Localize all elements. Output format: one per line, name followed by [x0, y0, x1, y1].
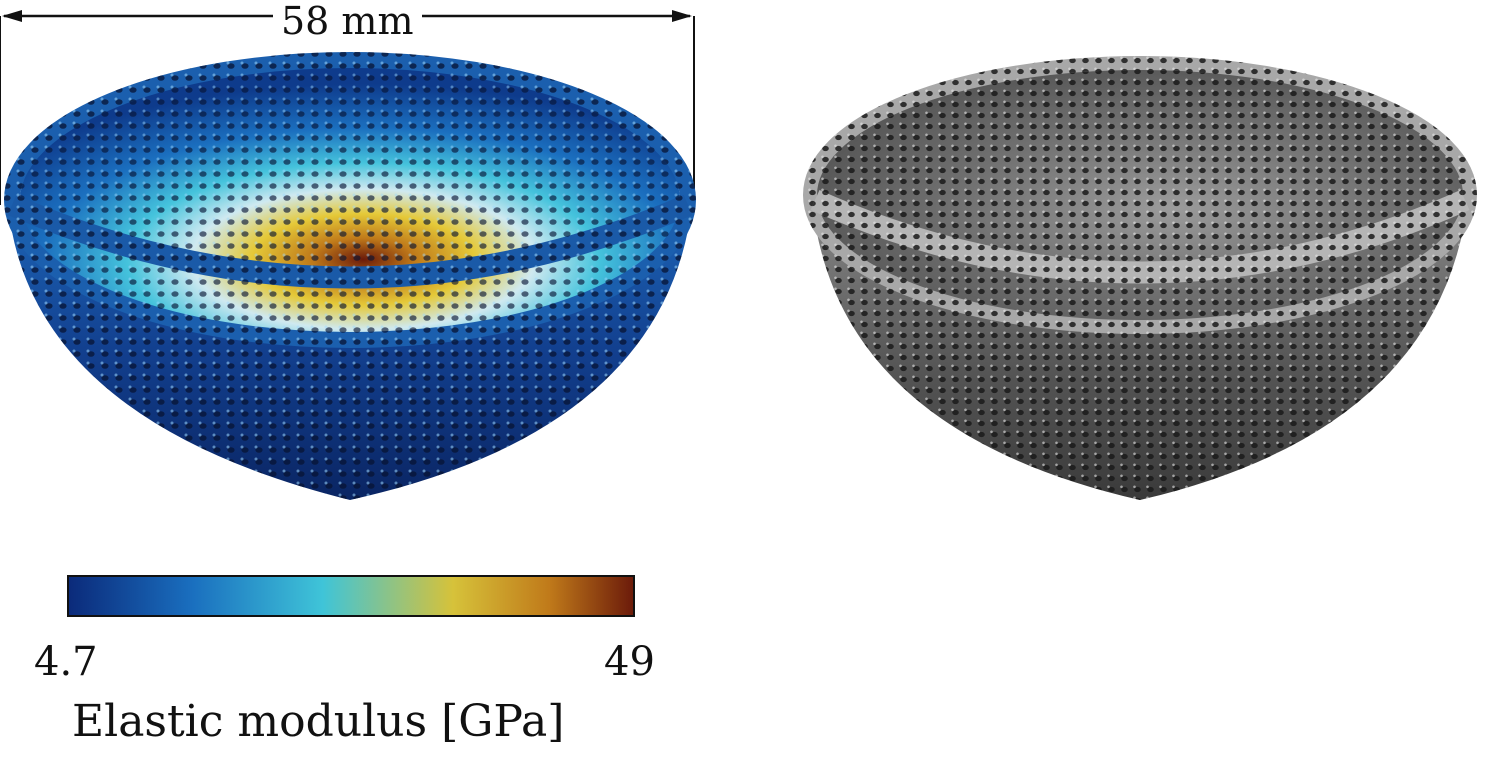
bowl-rim-lattice: [4, 52, 696, 348]
bowl-inner-lattice: [20, 65, 680, 335]
printed-bowl-front-lip-lattice: [810, 189, 1470, 284]
printed-bowl-rim-lattice: [803, 56, 1477, 334]
colorbar-max-label: 49: [604, 639, 655, 685]
dimension-label: 58 mm: [273, 2, 422, 40]
colorbar-min-label: 4.7: [34, 639, 98, 685]
dimension-left-arrow: [2, 10, 22, 22]
bowl-front-lip-lattice: [7, 194, 693, 289]
colorbar: [67, 575, 635, 617]
color-mapped-bowl: [4, 52, 696, 500]
colorbar-gradient: [67, 575, 635, 617]
printed-bowl-photo: [803, 56, 1477, 500]
colorbar-title: Elastic modulus [GPa]: [72, 696, 565, 747]
dimension-right-arrow: [672, 10, 692, 22]
